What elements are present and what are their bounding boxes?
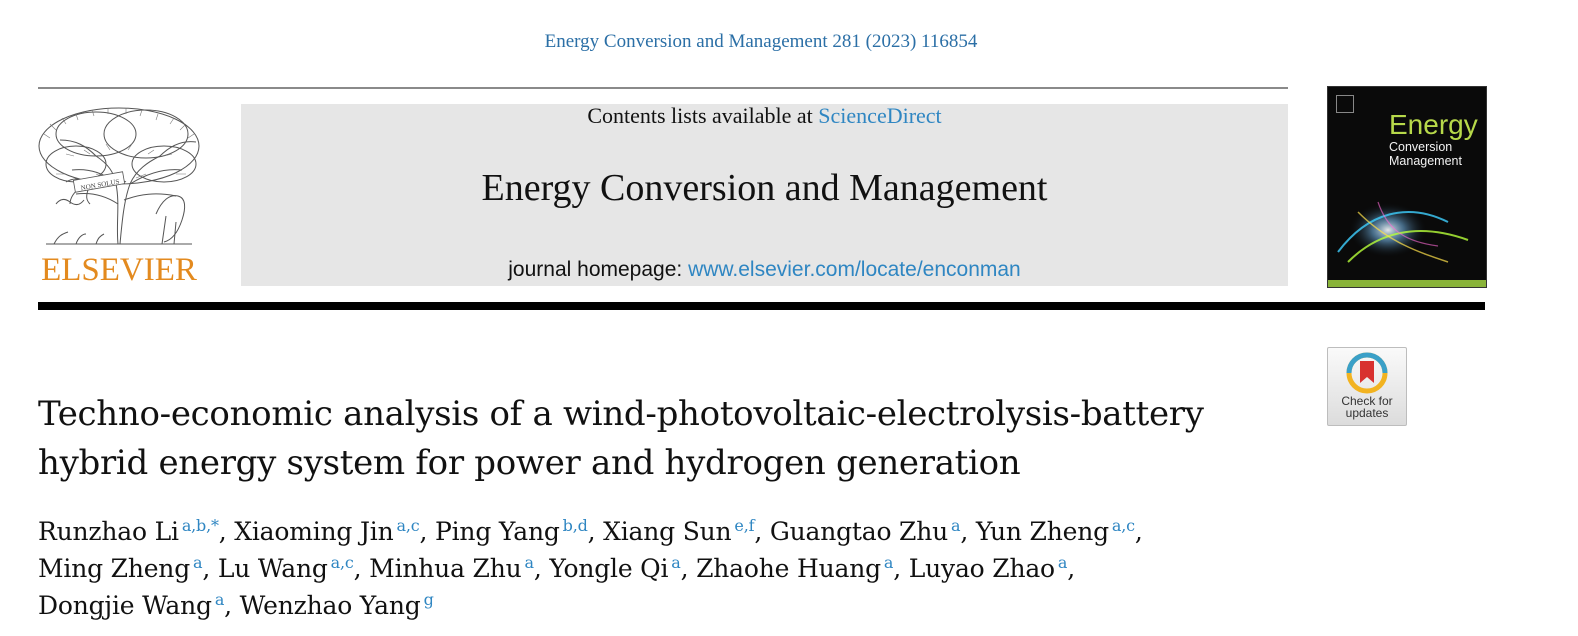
author-line: Ming Zheng a, Lu Wang a,c, Minhua Zhu a, Yo… <box>38 550 1298 587</box>
author-name[interactable]: Minhua Zhu <box>369 554 522 583</box>
author-name[interactable]: Xiang Sun <box>603 517 732 546</box>
author-affiliation-marker[interactable]: a <box>671 553 681 572</box>
article-title-line2: hybrid energy system for power and hydro… <box>38 443 1021 483</box>
author-separator: , <box>419 517 436 546</box>
author-affiliation-marker[interactable]: a <box>951 516 961 535</box>
author-name[interactable]: Zhaohe Huang <box>696 554 881 583</box>
author-line: Dongjie Wang a, Wenzhao Yang g <box>38 587 1298 624</box>
author-name[interactable]: Ping Yang <box>435 517 560 546</box>
elsevier-tree-icon: NON SOLUS <box>38 107 200 245</box>
author-separator: , <box>218 517 235 546</box>
author-separator: , <box>353 554 370 583</box>
author-name[interactable]: Yun Zheng <box>975 517 1109 546</box>
author-line: Runzhao Li a,b,*, Xiaoming Jin a,c, Ping Y… <box>38 513 1298 550</box>
author-name[interactable]: Ming Zheng <box>38 554 191 583</box>
author-affiliation-marker[interactable]: a <box>193 553 203 572</box>
cover-bottom-bar <box>1328 280 1486 287</box>
author-affiliation-marker[interactable]: a,c <box>1111 516 1135 535</box>
publisher-mini-logo-icon <box>1336 95 1354 113</box>
check-label-line1: Check for <box>1341 394 1393 408</box>
author-name[interactable]: Guangtao Zhu <box>769 517 949 546</box>
author-affiliation-marker[interactable]: a <box>214 590 225 609</box>
homepage-prefix: journal homepage: <box>508 258 689 281</box>
author-separator: , <box>1134 517 1143 546</box>
author-name[interactable]: Runzhao Li <box>38 517 179 546</box>
author-name[interactable]: Luyao Zhao <box>908 554 1055 583</box>
cover-title-conversion: Conversion <box>1389 140 1453 154</box>
author-separator: , <box>754 517 770 546</box>
homepage-line: journal homepage: www.elsevier.com/locat… <box>241 258 1288 282</box>
journal-cover[interactable]: Energy Conversion Management <box>1327 86 1487 288</box>
author-affiliation-marker[interactable]: b,d <box>562 516 588 535</box>
author-affiliation-marker[interactable]: a <box>883 553 894 572</box>
author-affiliation-marker[interactable]: a <box>524 553 535 572</box>
author-separator: , <box>680 554 697 583</box>
check-for-updates-label: Check for updates <box>1328 395 1406 419</box>
author-separator: , <box>202 554 218 583</box>
author-affiliation-marker[interactable]: a,c <box>330 553 354 572</box>
journal-banner <box>241 104 1288 286</box>
author-separator: , <box>960 517 976 546</box>
check-for-updates-button[interactable]: Check for updates <box>1327 347 1407 426</box>
author-separator: , <box>1067 554 1076 583</box>
journal-title[interactable]: Energy Conversion and Management <box>481 167 1048 209</box>
author-affiliation-marker[interactable]: a,b,* <box>181 516 219 535</box>
author-affiliation-marker[interactable]: a <box>1057 553 1068 572</box>
author-name[interactable]: Wenzhao Yang <box>239 591 421 620</box>
journal-citation[interactable]: Energy Conversion and Management 281 (20… <box>544 31 978 52</box>
contents-prefix: Contents lists available at <box>587 103 819 128</box>
author-name[interactable]: Xiaoming Jin <box>234 517 394 546</box>
elsevier-wordmark: ELSEVIER <box>41 252 197 288</box>
contents-line: Contents lists available at ScienceDirec… <box>241 103 1288 129</box>
author-separator: , <box>533 554 550 583</box>
homepage-link[interactable]: www.elsevier.com/locate/enconman <box>688 258 1021 281</box>
author-affiliation-marker[interactable]: a,c <box>396 516 420 535</box>
elsevier-logo[interactable]: NON SOLUS <box>36 104 202 290</box>
author-affiliation-marker[interactable]: e,f <box>734 516 755 535</box>
author-separator: , <box>224 591 240 620</box>
check-label-line2: updates <box>1345 406 1389 420</box>
author-affiliation-marker[interactable]: g <box>423 590 434 609</box>
bookmark-ring-icon <box>1346 352 1388 394</box>
cover-title-energy: Energy <box>1389 109 1478 140</box>
author-list: Runzhao Li a,b,*, Xiaoming Jin a,c, Ping Y… <box>38 513 1298 624</box>
cover-energy-swirl-icon <box>1337 201 1469 263</box>
author-separator: , <box>893 554 909 583</box>
sciencedirect-link[interactable]: ScienceDirect <box>818 103 942 128</box>
article-title: Techno-economic analysis of a wind-photo… <box>38 390 1288 488</box>
author-separator: , <box>587 517 604 546</box>
header-thick-divider <box>38 302 1485 310</box>
author-name[interactable]: Yongle Qi <box>549 554 669 583</box>
article-title-line1: Techno-economic analysis of a wind-photo… <box>38 394 1204 434</box>
author-name[interactable]: Lu Wang <box>217 554 328 583</box>
top-divider <box>38 87 1288 89</box>
author-name[interactable]: Dongjie Wang <box>38 591 212 620</box>
cover-title-management: Management <box>1389 154 1462 168</box>
